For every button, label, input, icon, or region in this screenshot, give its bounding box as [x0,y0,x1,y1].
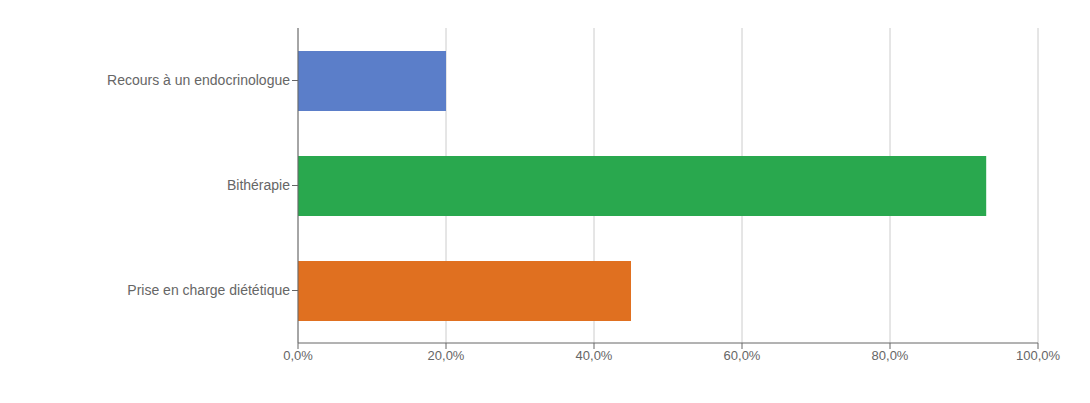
svg-text:Bithérapie: Bithérapie [227,177,290,193]
svg-text:Prise en charge diététique: Prise en charge diététique [127,282,290,298]
svg-text:80,0%: 80,0% [872,348,909,363]
svg-text:40,0%: 40,0% [576,348,613,363]
svg-text:0,0%: 0,0% [283,348,313,363]
svg-text:60,0%: 60,0% [724,348,761,363]
svg-text:100,0%: 100,0% [1016,348,1061,363]
svg-text:20,0%: 20,0% [428,348,465,363]
svg-text:Recours à un endocrinologue: Recours à un endocrinologue [107,72,290,88]
